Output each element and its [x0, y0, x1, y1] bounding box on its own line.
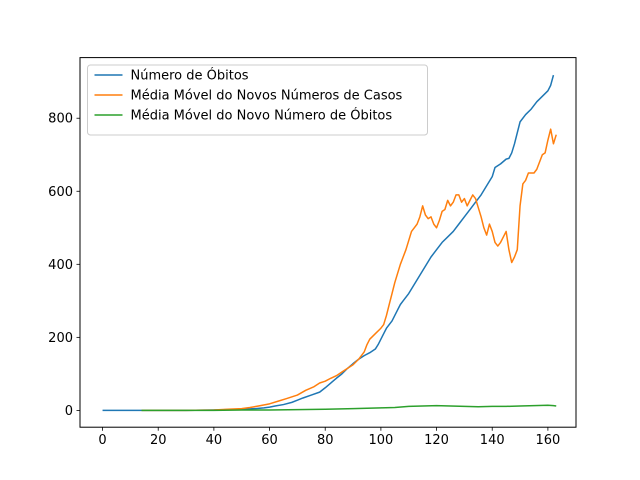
y-tick-label: 800: [48, 112, 73, 127]
x-axis: 0 20 40 60 80 100 120 140 160: [98, 427, 560, 448]
series-layer: [102, 74, 557, 412]
x-tick-label: 100: [368, 433, 393, 448]
x-tick-label: 20: [150, 433, 167, 448]
legend-label-1: Número de Óbitos: [131, 68, 249, 84]
plot-frame: [79, 57, 577, 428]
y-tick-label: 0: [65, 404, 73, 419]
legend-label-3: Média Móvel do Novo Número de Óbitos: [131, 108, 393, 124]
y-tick-label: 400: [48, 258, 73, 273]
x-tick-label: 160: [535, 433, 560, 448]
legend: Número de Óbitos Média Móvel do Novos Núm…: [87, 64, 428, 136]
legend-label-2: Média Móvel do Novos Números de Casos: [131, 89, 403, 104]
x-tick-label: 40: [206, 433, 223, 448]
y-tick-label: 200: [48, 331, 73, 346]
x-tick-label: 80: [317, 433, 334, 448]
x-tick-label: 140: [480, 433, 505, 448]
legend-box: [87, 64, 428, 136]
y-axis: 0 200 400 600 800: [48, 112, 80, 419]
y-tick-label: 600: [48, 185, 73, 200]
series-line-2: [141, 128, 557, 412]
series-line-3: [141, 404, 557, 412]
series-line-1: [102, 74, 555, 412]
x-tick-label: 120: [424, 433, 449, 448]
x-tick-label: 0: [98, 433, 106, 448]
x-tick-label: 60: [261, 433, 278, 448]
